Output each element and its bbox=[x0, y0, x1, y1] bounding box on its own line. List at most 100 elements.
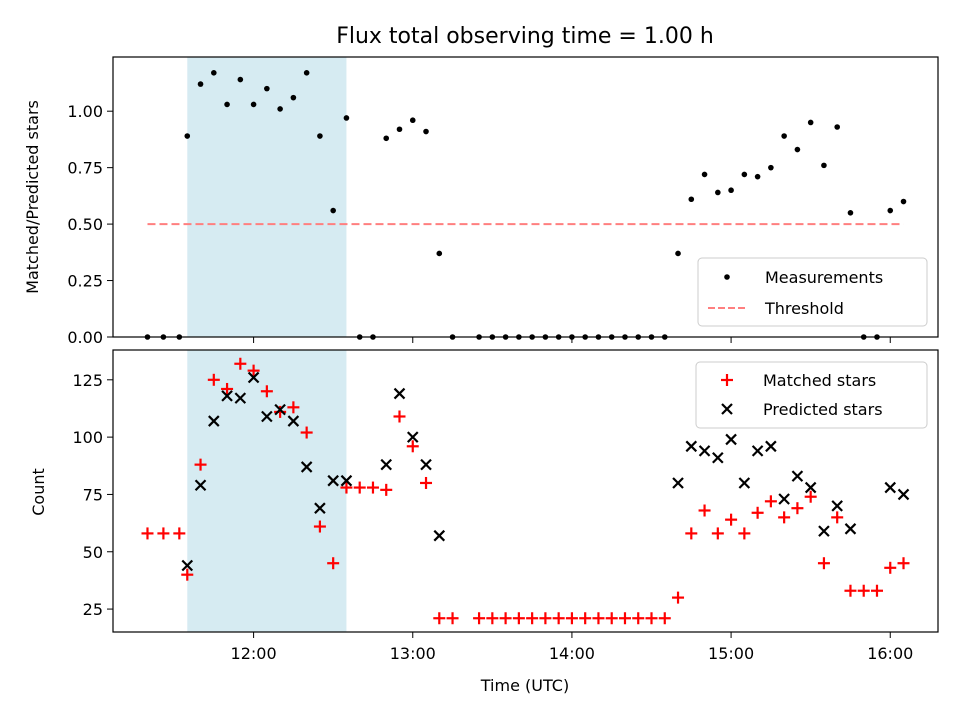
measurement-point bbox=[834, 124, 840, 130]
matched-star-point bbox=[194, 458, 207, 471]
measurement-point bbox=[436, 250, 443, 257]
predicted-star-point bbox=[672, 477, 684, 489]
legend-matched-label: Matched stars bbox=[763, 371, 876, 390]
matched-star-point bbox=[685, 527, 698, 540]
y-tick-label: 0.50 bbox=[67, 215, 103, 234]
predicted-star-point bbox=[751, 445, 764, 457]
measurement-point bbox=[383, 135, 390, 142]
top-y-axis-label: Matched/Predicted stars bbox=[23, 100, 42, 294]
matched-star-point bbox=[698, 504, 711, 517]
bottom-legend-box bbox=[695, 361, 928, 429]
predicted-star-point bbox=[884, 481, 897, 494]
predicted-star-point bbox=[287, 415, 300, 427]
matched-star-point bbox=[207, 373, 220, 386]
predicted-star-point bbox=[247, 371, 260, 384]
matched-star-point bbox=[751, 506, 764, 519]
matched-star-point bbox=[738, 527, 751, 540]
measurement-point bbox=[290, 94, 297, 101]
matched-star-point bbox=[804, 490, 817, 503]
measurement-point bbox=[423, 128, 429, 135]
matched-star-point bbox=[366, 481, 379, 494]
matched-star-point bbox=[173, 527, 186, 540]
matched-star-point bbox=[618, 612, 631, 625]
measurement-point bbox=[900, 198, 907, 205]
matched-star-point bbox=[327, 557, 340, 570]
matched-star-point bbox=[897, 557, 910, 570]
predicted-star-point bbox=[778, 493, 790, 505]
measurement-point bbox=[715, 189, 721, 196]
predicted-star-point bbox=[804, 481, 817, 494]
matched-star-point bbox=[499, 612, 512, 625]
matched-star-point bbox=[764, 495, 777, 508]
predicted-star-point bbox=[818, 525, 830, 537]
measurement-point bbox=[211, 70, 217, 76]
x-tick-label: 16:00 bbox=[867, 644, 913, 663]
measurement-point bbox=[303, 70, 310, 76]
matched-star-point bbox=[221, 382, 234, 395]
matched-star-point bbox=[857, 584, 870, 597]
predicted-star-point bbox=[765, 440, 777, 453]
predicted-star-point bbox=[194, 479, 207, 492]
predicted-star-point bbox=[340, 474, 353, 487]
y-tick-label: 50 bbox=[83, 543, 103, 562]
measurement-point bbox=[409, 117, 416, 124]
y-tick-label: 75 bbox=[83, 485, 103, 504]
predicted-star-point bbox=[433, 529, 446, 542]
matched-star-point bbox=[658, 612, 671, 625]
x-tick-label: 12:00 bbox=[231, 644, 277, 663]
matched-star-point bbox=[181, 568, 194, 581]
predicted-star-point bbox=[274, 403, 286, 416]
bottom-chart: Count Time (UTC) 25 50 75 100 125 12:00 13:00 1… bbox=[29, 349, 939, 695]
x-tick-label: 14:00 bbox=[549, 644, 595, 663]
matched-star-point bbox=[592, 612, 605, 625]
matched-star-point bbox=[884, 561, 897, 574]
measurement-point bbox=[197, 81, 204, 87]
x-axis-label: Time (UTC) bbox=[480, 676, 569, 695]
measurement-point bbox=[264, 85, 270, 92]
predicted-star-point bbox=[314, 502, 326, 514]
top-axes-frame bbox=[112, 56, 939, 338]
x-tick-label: 15:00 bbox=[708, 644, 754, 663]
matched-star-point bbox=[157, 527, 170, 540]
bottom-y-axis-label: Count bbox=[29, 468, 48, 516]
matched-star-point bbox=[778, 511, 791, 524]
matched-star-point bbox=[725, 513, 738, 526]
predicted-star-point bbox=[420, 458, 432, 471]
y-tick-label: 25 bbox=[83, 600, 103, 619]
matched-star-point bbox=[393, 410, 406, 423]
predicted-star-point bbox=[234, 392, 247, 404]
predicted-star-point bbox=[181, 559, 194, 572]
chart-title: Flux total observing time = 1.00 h bbox=[336, 24, 714, 49]
measurement-point bbox=[396, 126, 403, 133]
measurement-point bbox=[768, 164, 774, 171]
predicted-star-point bbox=[261, 410, 273, 423]
predicted-star-point bbox=[712, 451, 724, 464]
legend-measurements-label: Measurements bbox=[765, 268, 883, 287]
measurement-point bbox=[821, 162, 827, 169]
matched-star-point bbox=[552, 612, 565, 625]
matched-star-point bbox=[260, 385, 273, 398]
matched-star-point bbox=[420, 476, 433, 489]
measurement-point bbox=[675, 250, 681, 257]
predicted-star-point bbox=[698, 445, 711, 457]
matched-star-point bbox=[870, 584, 883, 597]
legend-predicted-label: Predicted stars bbox=[763, 400, 883, 419]
measurement-point bbox=[741, 171, 748, 178]
bottom-axes-frame bbox=[112, 349, 939, 633]
matched-star-point bbox=[234, 357, 247, 370]
predicted-star-point bbox=[221, 390, 233, 402]
predicted-star-point bbox=[897, 488, 910, 501]
y-tick-label: 0.00 bbox=[67, 328, 103, 347]
predicted-star-point bbox=[725, 433, 737, 446]
y-tick-label: 100 bbox=[72, 428, 103, 447]
matched-star-point bbox=[313, 520, 326, 533]
matched-star-point bbox=[406, 440, 419, 453]
observing-span bbox=[187, 57, 347, 337]
measurement-point bbox=[343, 115, 350, 121]
matched-star-point bbox=[844, 584, 857, 597]
measurement-point bbox=[701, 171, 708, 178]
y-tick-label: 0.75 bbox=[67, 159, 103, 178]
bottom-legend: Matched stars Predicted stars bbox=[695, 361, 928, 429]
bottom-plot-area: 25 50 75 100 125 12:00 13:00 14:00 15:00 16:00 bbox=[72, 350, 913, 663]
